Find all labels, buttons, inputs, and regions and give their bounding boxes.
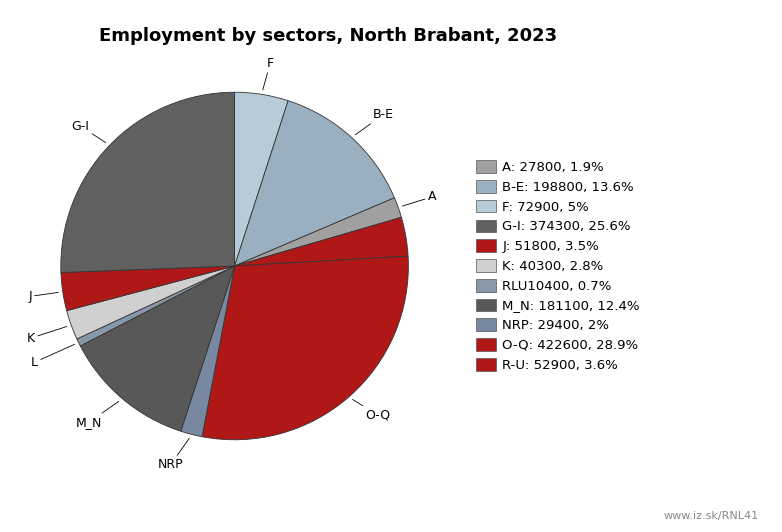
Wedge shape <box>66 266 235 339</box>
Text: Employment by sectors, North Brabant, 2023: Employment by sectors, North Brabant, 20… <box>99 27 558 45</box>
Text: L: L <box>31 344 74 369</box>
Wedge shape <box>81 266 235 431</box>
Text: www.iz.sk/RNL41: www.iz.sk/RNL41 <box>663 511 759 521</box>
Wedge shape <box>235 198 401 266</box>
Text: O-Q: O-Q <box>353 400 390 421</box>
Text: F: F <box>263 57 274 90</box>
Text: A: A <box>403 190 436 206</box>
Legend: A: 27800, 1.9%, B-E: 198800, 13.6%, F: 72900, 5%, G-I: 374300, 25.6%, J: 51800, : A: 27800, 1.9%, B-E: 198800, 13.6%, F: 7… <box>475 160 640 372</box>
Text: K: K <box>27 327 67 345</box>
Text: NRP: NRP <box>158 438 189 471</box>
Wedge shape <box>61 92 235 272</box>
Wedge shape <box>235 92 288 266</box>
Text: B-E: B-E <box>355 108 394 135</box>
Wedge shape <box>235 101 394 266</box>
Text: G-I: G-I <box>71 120 106 143</box>
Wedge shape <box>181 266 235 437</box>
Text: J: J <box>28 290 59 303</box>
Wedge shape <box>77 266 235 346</box>
Wedge shape <box>235 218 408 266</box>
Wedge shape <box>202 256 408 440</box>
Wedge shape <box>61 266 235 311</box>
Text: M_N: M_N <box>76 402 119 429</box>
